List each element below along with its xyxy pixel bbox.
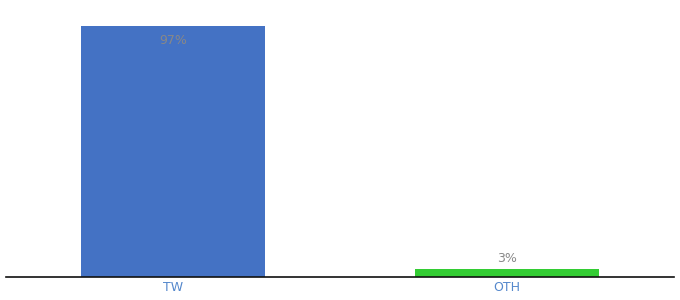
Text: 97%: 97% (159, 34, 187, 47)
Bar (81, 26, 265, 277)
Bar (415, 269, 599, 277)
Text: 3%: 3% (497, 252, 517, 265)
